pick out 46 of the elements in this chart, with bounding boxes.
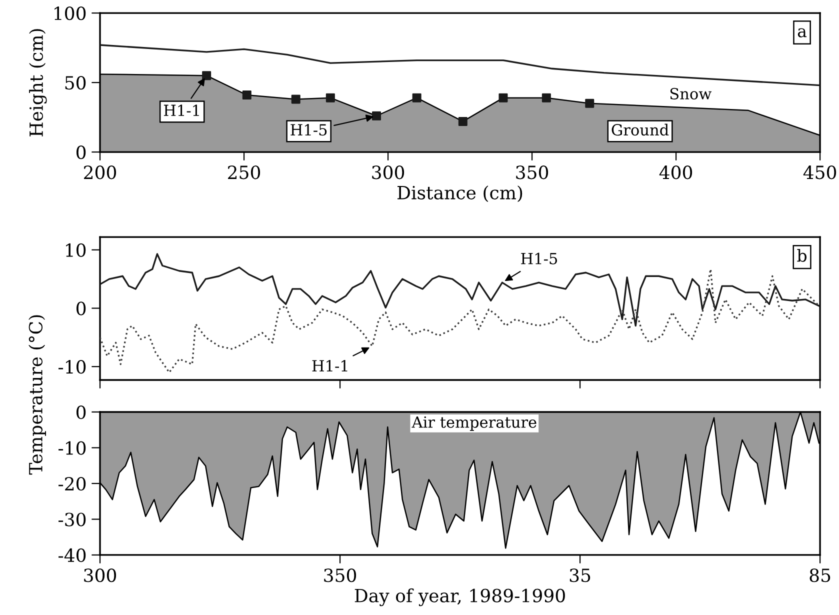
- series-label: Air temperature: [412, 416, 536, 431]
- point: [326, 93, 335, 102]
- y-tick-label: 0: [76, 302, 86, 316]
- annotation: b: [797, 248, 807, 262]
- y-tick-label: -10: [58, 360, 86, 374]
- x-tick-label: 35: [570, 568, 590, 582]
- x-tick-label: 250: [228, 166, 260, 180]
- series-label: Snow: [670, 88, 712, 100]
- y-axis-title: Height (cm): [29, 29, 47, 136]
- point: [542, 93, 551, 102]
- y-tick-label: 0: [76, 145, 86, 160]
- x-tick-label: 350: [324, 568, 356, 582]
- y-tick-label: -20: [58, 476, 86, 491]
- series-label: H1-1: [312, 360, 348, 372]
- line-series: [100, 268, 820, 374]
- line-series: [100, 44, 820, 86]
- point: [412, 93, 422, 102]
- x-tick-label: 200: [84, 166, 116, 180]
- series-label: Ground: [612, 124, 669, 136]
- point: [372, 111, 381, 120]
- x-tick-label: 400: [659, 166, 692, 180]
- x-axis-title: Day of year, 1989-1990: [354, 588, 565, 606]
- y-tick-label: -30: [58, 512, 86, 526]
- point: [458, 116, 468, 126]
- y-axis-title: Temperature (°C): [28, 315, 46, 475]
- annotation: a: [798, 28, 807, 38]
- annotation: H1-1: [164, 104, 199, 116]
- x-tick-label: 85: [810, 568, 830, 582]
- x-tick-label: 300: [372, 166, 404, 180]
- x-tick-label: 300: [84, 568, 116, 582]
- x-tick-label: 350: [516, 166, 548, 180]
- annotation: H1-5: [290, 124, 327, 136]
- series-label: H1-5: [521, 252, 558, 264]
- x-tick-label: 450: [803, 166, 836, 180]
- y-tick-label: -10: [58, 441, 86, 455]
- x-axis-title: Distance (cm): [398, 185, 522, 202]
- y-tick-label: 100: [54, 6, 86, 20]
- y-tick-label: 10: [66, 243, 86, 257]
- point: [291, 94, 300, 104]
- point: [202, 71, 212, 80]
- y-tick-label: 50: [65, 76, 86, 90]
- point: [242, 90, 252, 100]
- y-tick-label: 0: [76, 405, 86, 420]
- point: [498, 93, 508, 102]
- y-tick-label: -40: [58, 548, 86, 562]
- point: [585, 98, 594, 108]
